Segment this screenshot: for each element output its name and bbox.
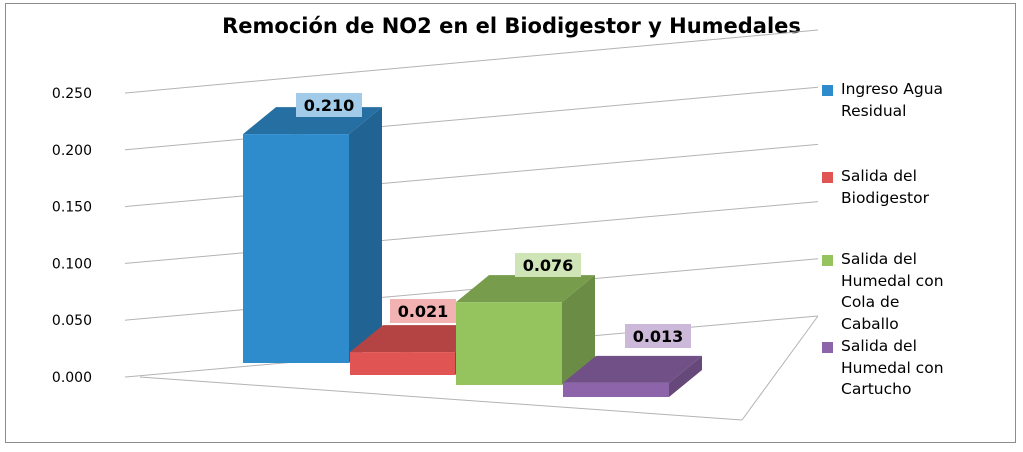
- data-label: 0.021: [398, 302, 449, 321]
- y-tick-label: 0.250: [52, 86, 92, 102]
- gridline: [124, 29, 819, 94]
- legend-label: Ingreso Agua Residual: [841, 80, 944, 120]
- legend-label: Salida del Humedal con Cola de Caballo: [841, 250, 944, 333]
- legend-item: Ingreso Agua Residual: [822, 79, 943, 122]
- y-tick-label: 0.200: [52, 143, 92, 159]
- bar: [243, 134, 349, 363]
- y-tick-label: 0.150: [52, 200, 92, 216]
- gridline: [124, 86, 819, 151]
- bar: [563, 382, 669, 397]
- chart-title: Remoción de NO2 en el Biodigestor y Hume…: [222, 14, 801, 38]
- data-label: 0.076: [523, 256, 574, 275]
- legend-swatch: [822, 255, 833, 266]
- legend-label: Salida del Biodigestor: [841, 167, 929, 207]
- bar: [456, 302, 562, 385]
- y-tick-label: 0.050: [52, 313, 92, 329]
- bar-side: [562, 275, 595, 385]
- legend-item: Salida del Humedal con Cartucho: [822, 336, 944, 401]
- data-label-box: [296, 93, 362, 117]
- data-label: 0.210: [304, 96, 355, 115]
- floor-front-edge: [139, 376, 743, 421]
- data-label-box: [390, 299, 456, 323]
- y-tick-label: 0.100: [52, 256, 92, 272]
- bar-side: [349, 107, 382, 363]
- bar-top: [350, 325, 488, 353]
- bar: [350, 352, 455, 375]
- legend-swatch: [822, 85, 833, 96]
- floor-right-edge: [741, 315, 819, 421]
- bar-top: [456, 275, 595, 303]
- legend-label: Salida del Humedal con Cartucho: [841, 337, 944, 398]
- gridline: [124, 201, 819, 264]
- gridline: [124, 143, 819, 208]
- data-label-box: [515, 253, 581, 277]
- legend-swatch: [822, 172, 833, 183]
- data-label-box: [625, 324, 691, 348]
- bar-top: [563, 355, 702, 383]
- y-tick-label: 0.000: [52, 370, 92, 386]
- bar-side: [669, 355, 702, 397]
- legend-item: Salida del Biodigestor: [822, 166, 929, 209]
- data-label: 0.013: [633, 327, 684, 346]
- legend-swatch: [822, 342, 833, 353]
- legend-item: Salida del Humedal con Cola de Caballo: [822, 249, 944, 335]
